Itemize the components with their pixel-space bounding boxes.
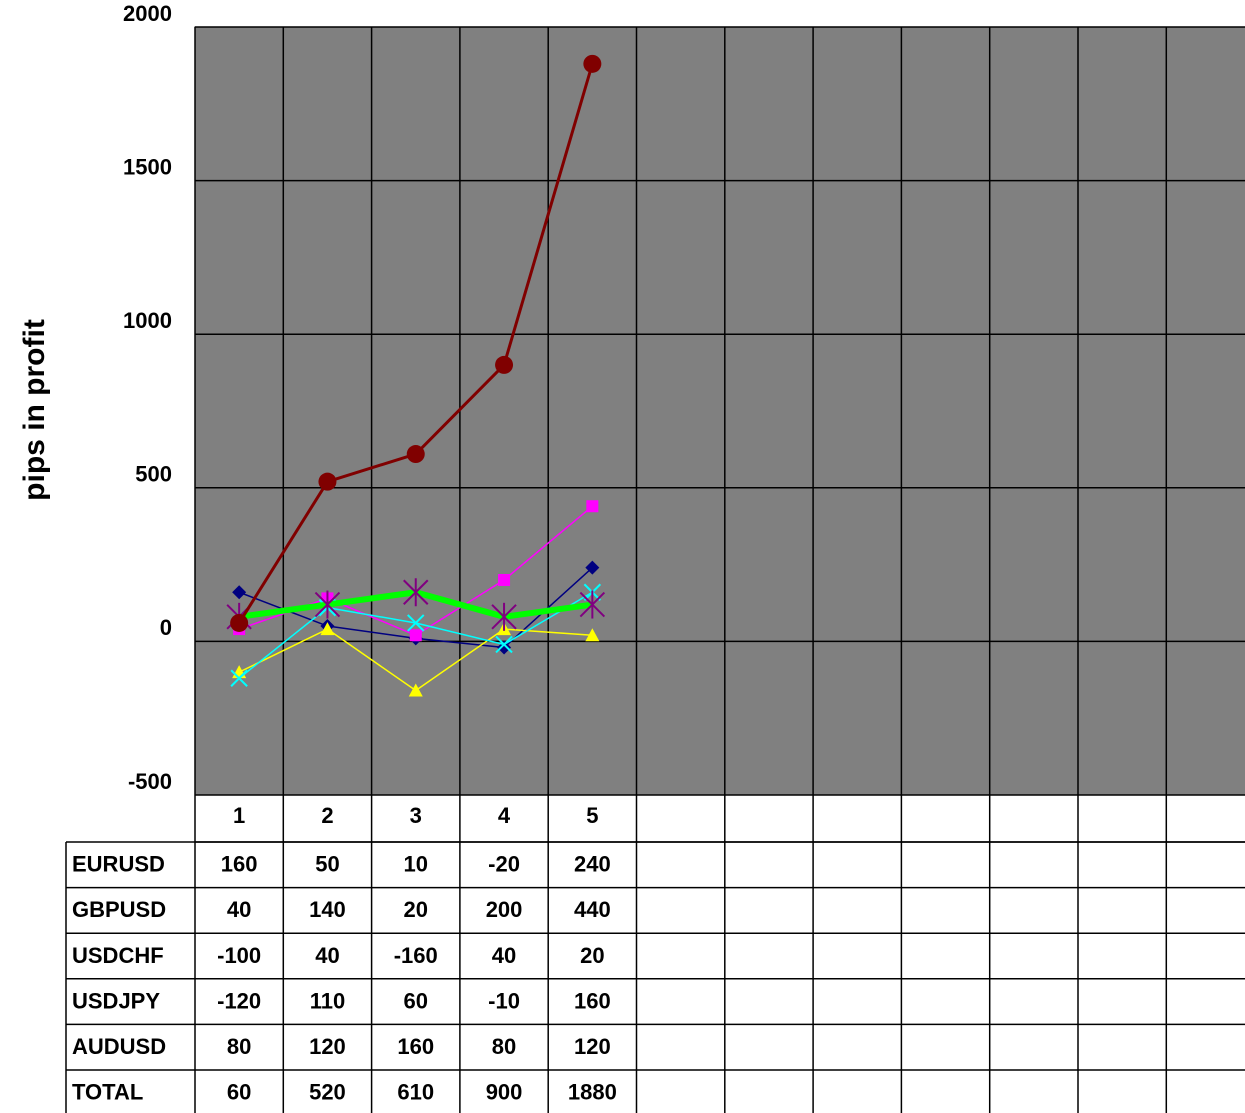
table-value: 60	[404, 988, 428, 1013]
table-value: 160	[574, 988, 611, 1013]
table-value: 110	[310, 988, 346, 1013]
table-value: -120	[217, 988, 261, 1013]
marker	[585, 560, 600, 575]
table-value: 40	[227, 897, 251, 922]
marker	[585, 628, 600, 642]
table-value: 80	[492, 1034, 516, 1059]
marker	[495, 635, 513, 654]
marker	[586, 500, 599, 513]
legend-label: AUDUSD	[72, 1034, 166, 1059]
table-value: 20	[404, 897, 428, 922]
marker	[409, 629, 422, 642]
table-value: 900	[486, 1080, 523, 1105]
plot-area	[194, 26, 1245, 796]
marker	[406, 445, 425, 464]
table-value: -10	[488, 988, 520, 1013]
y-tick-label: 500	[135, 462, 172, 487]
table-value: 120	[309, 1034, 346, 1059]
table-value: 160	[221, 852, 258, 877]
table-value: 1880	[568, 1080, 617, 1105]
table-value: 120	[574, 1034, 611, 1059]
table-value: 40	[492, 943, 516, 968]
table-value: 80	[227, 1034, 251, 1059]
marker	[230, 613, 249, 632]
legend-label: EURUSD	[72, 852, 165, 877]
marker	[408, 683, 423, 697]
marker	[230, 669, 248, 687]
y-tick-label: 0	[160, 615, 172, 640]
x-tick-label: 1	[233, 803, 245, 828]
legend-label: TOTAL	[72, 1080, 143, 1105]
table-value: 200	[486, 897, 523, 922]
x-tick-label: 5	[586, 803, 598, 828]
table-value: 140	[309, 897, 346, 922]
table-value: 610	[397, 1080, 434, 1105]
x-tick-label: 3	[410, 803, 422, 828]
marker-stroke	[495, 635, 513, 654]
marker	[403, 578, 429, 607]
y-tick-label: 1000	[123, 308, 172, 333]
table-value: 40	[315, 943, 339, 968]
marker-stroke	[407, 614, 425, 632]
y-axis-label: pips in profit	[18, 319, 51, 501]
marker	[232, 585, 247, 600]
legend-label: USDCHF	[72, 943, 164, 968]
table-value: 520	[309, 1080, 346, 1105]
marker	[318, 472, 337, 491]
table-value: -20	[488, 852, 520, 877]
table-value: 50	[315, 852, 339, 877]
table-value: 440	[574, 897, 611, 922]
marker	[579, 590, 606, 619]
marker	[320, 622, 335, 636]
y-tick-label: 1500	[123, 154, 172, 179]
table-value: -100	[217, 943, 261, 968]
legend-label: GBPUSD	[72, 897, 166, 922]
table-value: 20	[580, 943, 604, 968]
marker	[314, 590, 341, 619]
marker	[498, 573, 511, 586]
x-tick-label: 2	[321, 803, 333, 828]
y-tick-label: -500	[128, 769, 172, 794]
marker	[407, 614, 425, 632]
table-value: 60	[227, 1080, 251, 1105]
marker-stroke	[230, 669, 248, 687]
table-value: 240	[574, 852, 611, 877]
marker	[583, 54, 602, 73]
marker	[491, 602, 517, 631]
y-tick-label: 2000	[123, 1, 172, 26]
table-value: 10	[404, 852, 428, 877]
marker	[495, 355, 514, 374]
x-tick-label: 4	[498, 803, 511, 828]
table-value: 160	[397, 1034, 434, 1059]
table-value: -160	[394, 943, 438, 968]
legend-label: USDJPY	[72, 988, 160, 1013]
